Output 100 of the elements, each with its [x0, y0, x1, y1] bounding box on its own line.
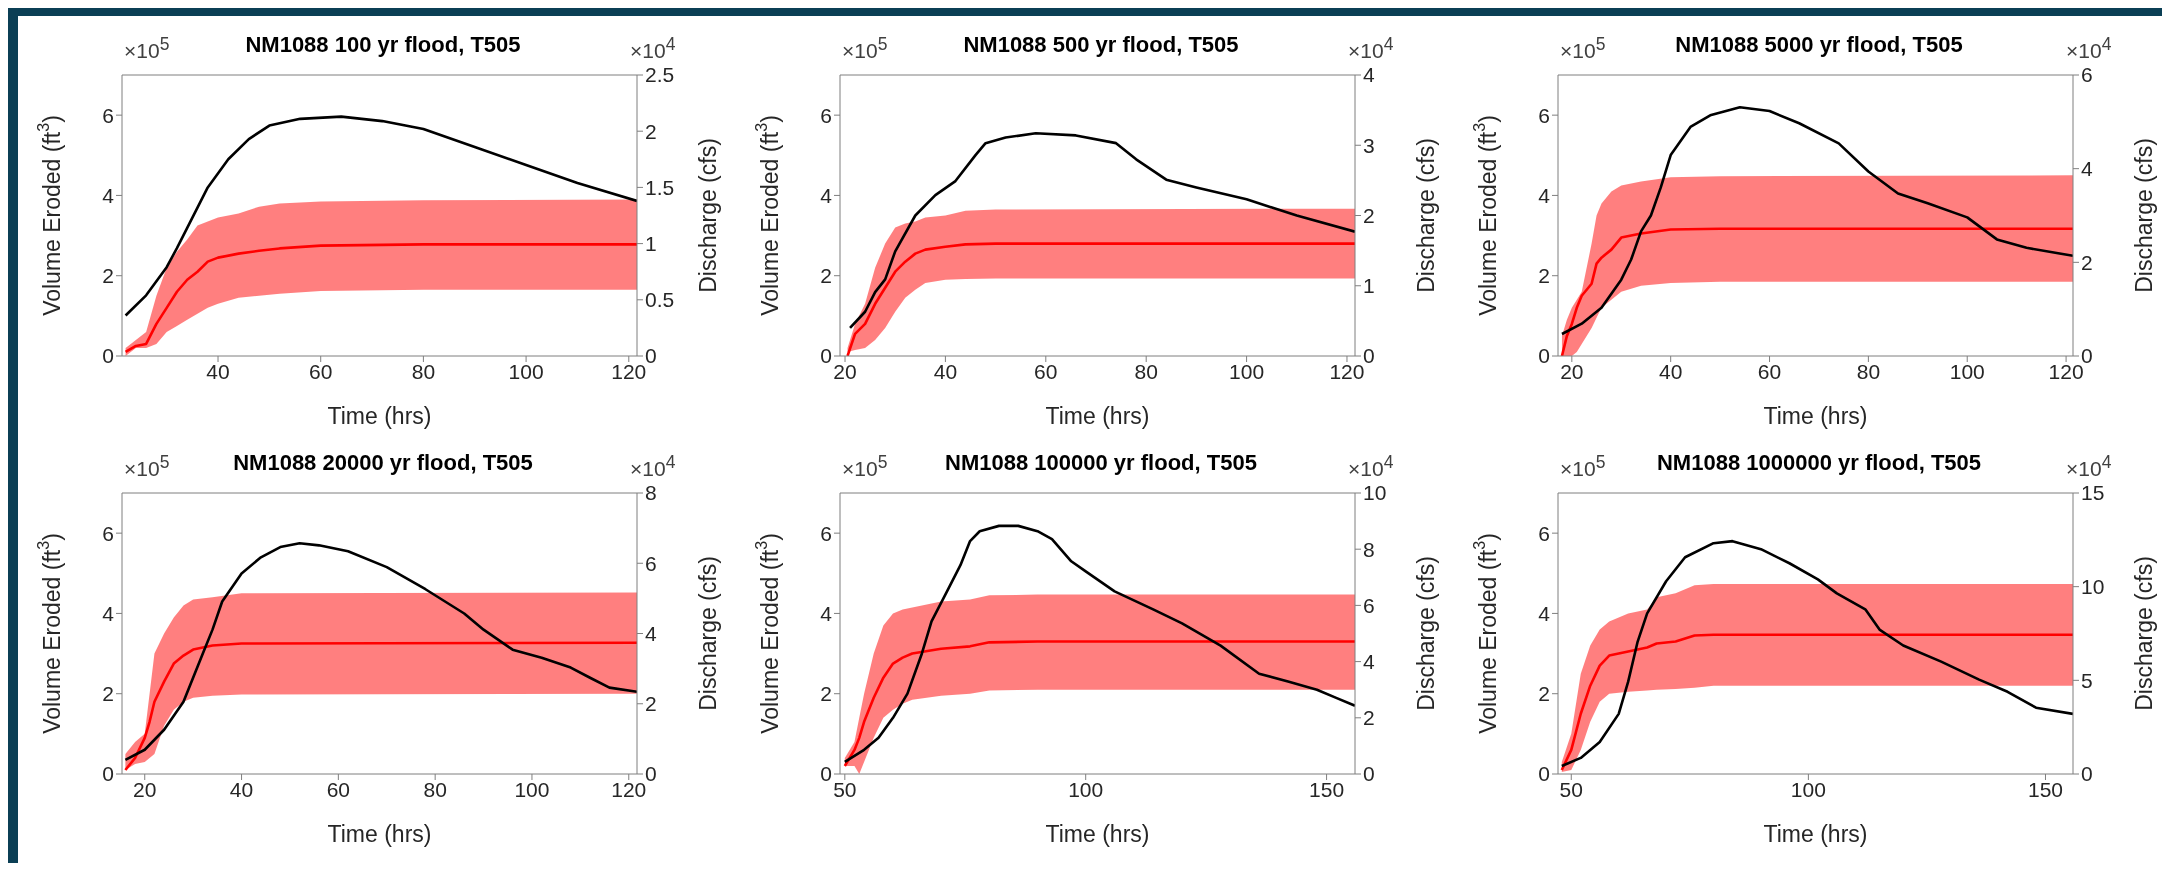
y2-axis-title: Discharge (cfs) — [2131, 556, 2158, 711]
y2-tick-label: 0 — [645, 344, 657, 368]
y2-tick-label: 0 — [645, 762, 657, 786]
y-tick-label: 0 — [102, 762, 114, 786]
y-tick-label: 2 — [820, 264, 832, 288]
x-tick-label: 100 — [1790, 777, 1826, 801]
y2-tick-label: 4 — [1363, 650, 1375, 674]
chart-title: NM1088 20000 yr flood, T505 — [233, 450, 533, 475]
chart-title: NM1088 5000 yr flood, T505 — [1675, 32, 1963, 57]
line-series — [1560, 539, 2073, 768]
x-tick-label: 150 — [1309, 777, 1345, 801]
text: ×10$^{5}$ — [842, 452, 888, 481]
text: ×10$^{5}$ — [124, 34, 170, 63]
x-tick-label: 60 — [1757, 359, 1782, 383]
y-tick-label: 6 — [820, 521, 832, 545]
y-tick-label: 2 — [102, 264, 114, 288]
text: ×10$^{5}$ — [1560, 452, 1606, 481]
x-tick-label: 120 — [611, 359, 647, 383]
y-tick-label: 2 — [1538, 264, 1550, 288]
y2-axis-title: Discharge (cfs) — [695, 138, 722, 293]
y2-tick-label: 5 — [2081, 668, 2093, 692]
y2-tick-label: 3 — [1363, 133, 1375, 157]
y-tick-label: 6 — [1538, 103, 1550, 127]
x-tick-label: 120 — [611, 777, 647, 801]
text: ×10$^{4}$ — [1348, 34, 1394, 63]
y2-tick-label: 0 — [1363, 344, 1375, 368]
y2-tick-label: 2 — [645, 692, 657, 716]
y2-tick-label: 0 — [2081, 762, 2093, 786]
text: ×10$^{5}$ — [1560, 34, 1606, 63]
x-axis-title: Time (hrs) — [1045, 821, 1150, 847]
x-tick-label: 40 — [933, 359, 958, 383]
line-series — [848, 132, 1355, 330]
text: ×10$^{5}$ — [842, 34, 888, 63]
line-series — [843, 524, 1355, 764]
y-tick-label: 0 — [820, 344, 832, 368]
x-tick-label: 40 — [1659, 359, 1683, 383]
x-tick-label: 40 — [206, 359, 230, 383]
x-tick-label: 40 — [229, 777, 254, 801]
text: ×10$^{5}$ — [124, 452, 170, 481]
y2-tick-label: 4 — [1363, 63, 1375, 87]
text: ×10$^{4}$ — [2066, 452, 2112, 481]
y2-axis-title: Discharge (cfs) — [695, 556, 722, 711]
y2-tick-label: 8 — [1363, 537, 1375, 561]
x-tick-label: 80 — [411, 359, 436, 383]
y2-tick-label: 8 — [645, 481, 657, 505]
line-series — [124, 115, 637, 317]
y-tick-label: 2 — [1538, 682, 1550, 706]
line-series — [846, 242, 1355, 356]
x-axis-title: Time (hrs) — [327, 403, 432, 429]
y2-tick-label: 4 — [2081, 157, 2093, 181]
y-tick-label: 2 — [820, 682, 832, 706]
x-axis-title: Time (hrs) — [1763, 821, 1868, 847]
text: ×10$^{4}$ — [630, 34, 676, 63]
chart-title: NM1088 1000000 yr flood, T505 — [1656, 450, 1982, 475]
y2-tick-label: 2 — [645, 119, 657, 143]
x-tick-label: 80 — [1856, 359, 1881, 383]
x-tick-label: 50 — [833, 777, 857, 801]
y-tick-label: 0 — [102, 344, 114, 368]
y-tick-label: 6 — [102, 521, 114, 545]
y2-axis-title: Discharge (cfs) — [1413, 138, 1440, 293]
chart-title: NM1088 100 yr flood, T505 — [245, 32, 521, 57]
y2-tick-label: 10 — [1363, 481, 1387, 505]
x-tick-label: 100 — [508, 359, 544, 383]
y-tick-label: 4 — [820, 601, 833, 625]
y2-tick-label: 10 — [2081, 575, 2105, 599]
x-tick-label: 80 — [1134, 359, 1158, 383]
y2-tick-label: 2 — [2081, 250, 2093, 274]
y2-tick-label: 2.5 — [645, 63, 675, 87]
text: ×10$^{4}$ — [2066, 34, 2112, 63]
y-tick-label: 0 — [820, 762, 832, 786]
y2-tick-label: 15 — [2081, 481, 2105, 505]
x-tick-label: 20 — [833, 359, 857, 383]
y-tick-label: 4 — [102, 601, 115, 625]
y2-tick-label: 6 — [2081, 63, 2093, 87]
y-tick-label: 4 — [1538, 183, 1551, 207]
y-tick-label: 4 — [1538, 601, 1551, 625]
x-tick-label: 20 — [133, 777, 157, 801]
x-tick-label: 100 — [1229, 359, 1265, 383]
x-tick-label: 120 — [1329, 359, 1365, 383]
x-axis-title: Time (hrs) — [327, 821, 432, 847]
x-tick-label: 80 — [423, 777, 447, 801]
y2-tick-label: 1 — [1363, 274, 1375, 298]
y2-tick-label: 6 — [645, 551, 657, 575]
chart-title: NM1088 500 yr flood, T505 — [963, 32, 1239, 57]
x-tick-label: 100 — [514, 777, 550, 801]
y-tick-label: 6 — [1538, 521, 1550, 545]
y2-tick-label: 6 — [1363, 593, 1375, 617]
x-tick-label: 50 — [1559, 777, 1583, 801]
y2-tick-label: 2 — [1363, 203, 1375, 227]
x-tick-label: 100 — [1949, 359, 1985, 383]
x-axis-title: Time (hrs) — [1045, 403, 1150, 429]
x-tick-label: 20 — [1560, 359, 1584, 383]
x-tick-label: 60 — [309, 359, 333, 383]
chart-title: NM1088 100000 yr flood, T505 — [945, 450, 1257, 475]
line-series — [124, 541, 637, 762]
x-tick-label: 150 — [2027, 777, 2064, 801]
y2-tick-label: 4 — [645, 621, 657, 645]
x-tick-label: 60 — [1034, 359, 1058, 383]
y2-axis-title: Discharge (cfs) — [1413, 556, 1440, 711]
y-tick-label: 6 — [102, 103, 114, 127]
